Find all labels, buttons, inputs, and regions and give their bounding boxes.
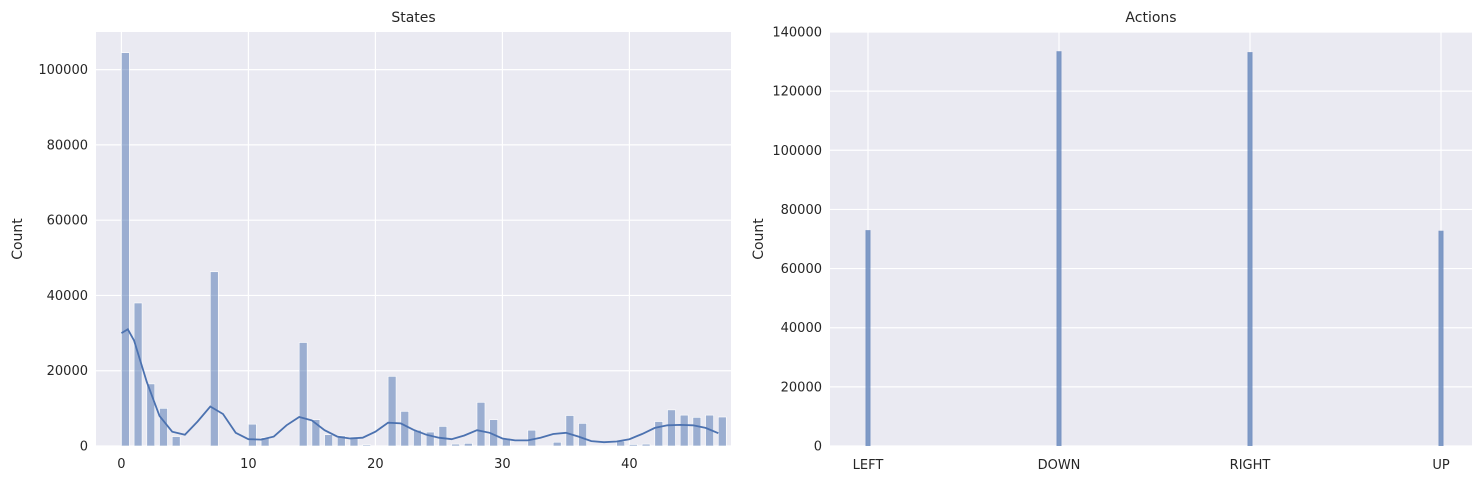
- actions-x-ticks: LEFT DOWN RIGHT UP: [853, 458, 1450, 473]
- actions-bars: [865, 51, 1444, 446]
- states-bar: [311, 419, 321, 447]
- actions-plot-area: [830, 32, 1472, 446]
- states-bar: [121, 52, 130, 447]
- states-bar: [336, 435, 346, 447]
- actions-y-tick-label: 60000: [781, 262, 822, 277]
- states-y-ticks: 0 20000 40000 60000 80000 100000: [38, 63, 88, 454]
- states-bars: [121, 52, 727, 447]
- actions-y-ticks: 0 20000 40000 60000 80000 100000 120000 140000: [772, 26, 822, 455]
- states-bar: [133, 302, 143, 447]
- states-bar: [387, 376, 397, 447]
- states-plot-area: [96, 32, 731, 446]
- actions-x-tick-label: RIGHT: [1230, 458, 1271, 473]
- actions-y-tick-label: 140000: [772, 26, 822, 41]
- states-bar: [578, 423, 587, 447]
- actions-histogram-panel: LEFT DOWN RIGHT UP 0 20000 40000 60000 80000 100…: [751, 10, 1472, 473]
- states-bar: [159, 408, 168, 447]
- states-x-tick-label: 20: [367, 457, 384, 472]
- states-x-tick-label: 0: [117, 457, 125, 472]
- states-bar: [210, 271, 219, 447]
- actions-y-tick-label: 20000: [781, 380, 822, 395]
- actions-bar-right: [1247, 52, 1253, 446]
- states-bar: [717, 416, 727, 447]
- actions-y-tick-label: 0: [814, 440, 822, 455]
- states-y-tick-label: 0: [80, 440, 88, 455]
- states-x-tick-label: 30: [494, 457, 511, 472]
- actions-y-axis-label: Count: [751, 218, 767, 260]
- actions-y-tick-label: 100000: [772, 144, 822, 159]
- states-y-tick-label: 20000: [47, 364, 88, 379]
- states-y-tick-label: 80000: [47, 138, 88, 153]
- states-kde-line: [120, 328, 719, 444]
- states-bar: [171, 436, 181, 447]
- actions-x-tick-label: UP: [1432, 458, 1450, 473]
- states-bar: [400, 411, 410, 447]
- states-bar: [362, 444, 371, 447]
- actions-y-tick-label: 120000: [772, 85, 822, 100]
- states-bar: [349, 436, 359, 447]
- actions-x-tick-label: DOWN: [1038, 458, 1081, 473]
- states-bar: [438, 426, 448, 447]
- states-x-ticks: 0 10 20 30 40: [117, 457, 637, 472]
- actions-title: Actions: [1125, 10, 1176, 26]
- actions-bar-down: [1056, 51, 1062, 446]
- actions-bar-up: [1438, 230, 1444, 446]
- states-bar: [565, 415, 575, 447]
- states-histogram-panel: 0 10 20 30 40 0 20000 40000 60000 80000 100000 St…: [10, 10, 731, 472]
- states-bar: [692, 417, 702, 447]
- states-y-tick-label: 40000: [47, 289, 88, 304]
- states-bar: [260, 437, 270, 447]
- states-bar: [641, 443, 651, 447]
- states-bar: [654, 421, 664, 447]
- actions-y-tick-label: 80000: [781, 203, 822, 218]
- states-bar: [413, 429, 422, 447]
- states-bar: [324, 434, 333, 447]
- states-bar: [146, 383, 156, 447]
- actions-bar-left: [865, 230, 871, 446]
- states-x-tick-label: 40: [621, 457, 638, 472]
- states-title: States: [391, 10, 435, 26]
- states-bar: [248, 423, 257, 447]
- states-bar: [552, 441, 562, 447]
- states-x-tick-label: 10: [240, 457, 257, 472]
- states-bar: [667, 409, 676, 447]
- states-y-tick-label: 60000: [47, 214, 88, 229]
- states-bar: [298, 342, 308, 447]
- states-bar: [425, 431, 435, 447]
- states-bar: [476, 402, 486, 447]
- states-bar: [679, 414, 689, 447]
- states-bar: [463, 443, 473, 447]
- actions-x-tick-label: LEFT: [853, 458, 884, 473]
- states-bar: [451, 443, 460, 447]
- states-y-tick-label: 100000: [38, 63, 88, 78]
- states-bar: [629, 444, 638, 447]
- actions-y-tick-label: 40000: [781, 321, 822, 336]
- states-y-axis-label: Count: [10, 218, 26, 260]
